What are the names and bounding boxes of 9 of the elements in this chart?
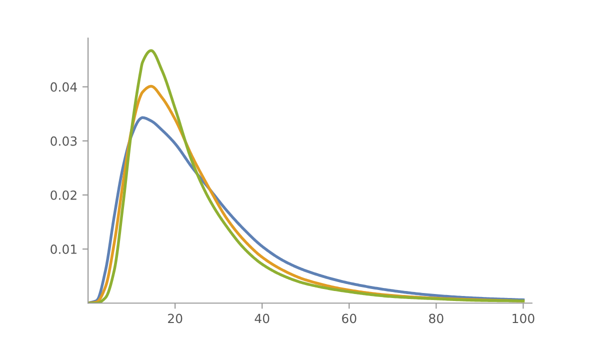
y-tick-label: 0.02 (50, 190, 76, 200)
y-tick-label: 0.03 (50, 136, 77, 146)
y-tick-label: 0.04 (50, 82, 77, 92)
x-tick-label: 100 (512, 314, 534, 324)
y-tick-label: 0.01 (50, 244, 76, 254)
x-tick-label: 20 (168, 314, 182, 324)
x-tick-label: 60 (342, 314, 356, 324)
x-tick-label: 80 (429, 314, 444, 324)
x-tick-label: 40 (254, 314, 270, 324)
